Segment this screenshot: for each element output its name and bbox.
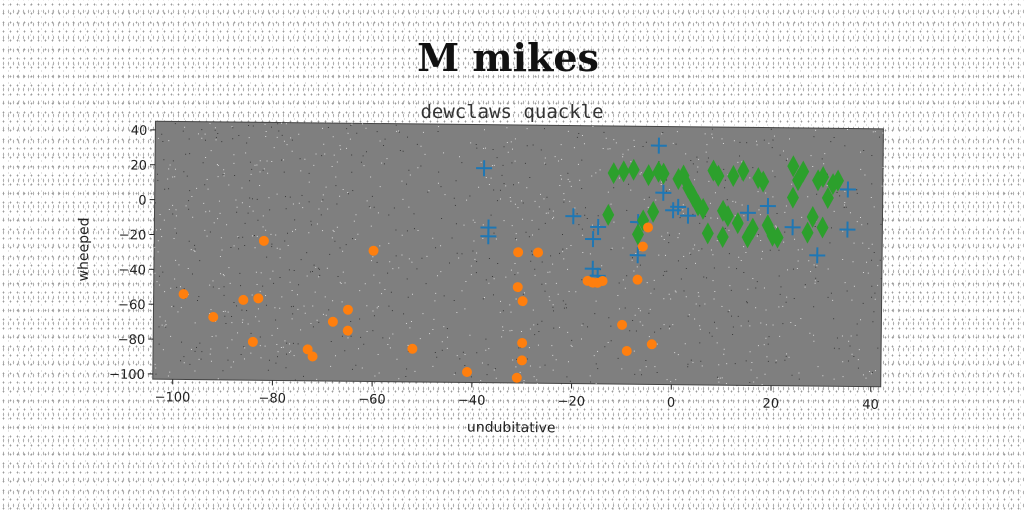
- y-tick-label: 20: [130, 159, 147, 174]
- y-axis: 40 20 0 −20 −40 −60 −80 −100: [109, 123, 155, 382]
- x-tick-label: −20: [558, 394, 586, 409]
- y-axis-label: wheeped: [76, 217, 93, 281]
- x-tick-label: −60: [358, 392, 386, 407]
- y-tick-label: −60: [118, 298, 146, 313]
- x-axis-label: undubitative: [467, 419, 556, 436]
- y-tick-label: −20: [119, 228, 147, 243]
- y-tick-label: 40: [131, 124, 148, 139]
- x-tick-label: −80: [258, 391, 286, 406]
- x-tick-label: −40: [458, 393, 486, 408]
- y-tick-label: −80: [118, 333, 146, 348]
- x-tick-label: 40: [862, 398, 879, 413]
- y-tick-label: 0: [138, 193, 146, 208]
- plot-area: −100 −80 −60 −40 −20 0 20 40 40 20 0 −20 −40 −60 −80 −…: [74, 120, 884, 439]
- y-tick-label: −40: [118, 263, 146, 278]
- x-tick-label: 0: [667, 396, 675, 411]
- chart-subtitle: dewclaws quackle: [420, 101, 603, 123]
- y-tick-label: −100: [109, 367, 145, 382]
- x-tick-label: 20: [762, 397, 779, 412]
- x-tick-label: −100: [155, 390, 191, 405]
- chart-title: M mikes: [417, 35, 599, 80]
